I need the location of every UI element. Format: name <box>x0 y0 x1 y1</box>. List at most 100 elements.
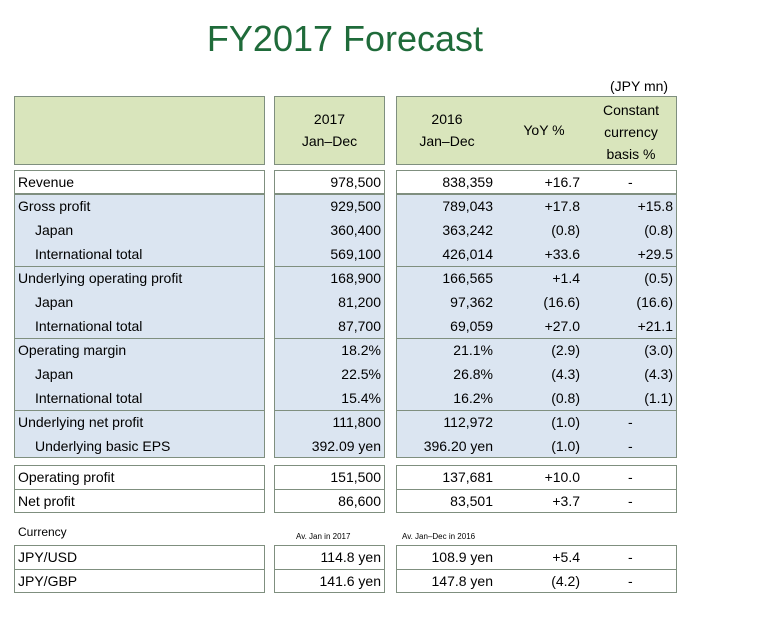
row-value-yoy: +3.7 <box>552 493 580 509</box>
header-label-cell <box>14 96 265 165</box>
header-2016-period: Jan–Dec <box>419 133 475 149</box>
row-value-cc: +29.5 <box>637 246 673 262</box>
row-label-operating-profit: Operating profit <box>18 469 115 485</box>
row-separator <box>274 569 385 570</box>
profit-label-box <box>14 194 265 458</box>
row-label-net-profit: Net profit <box>18 493 75 509</box>
row-label-revenue: Revenue <box>18 174 75 190</box>
row-label-underlying-net-profit: Underlying net profit <box>18 414 144 430</box>
row-value-2016: 21.1% <box>453 342 493 358</box>
row-value-2017: 168,900 <box>330 270 381 286</box>
row-value-2017: 929,500 <box>330 198 381 214</box>
row-value-2016: 97,362 <box>450 294 493 310</box>
row-label-international: International total <box>35 246 143 262</box>
row-separator <box>274 410 385 411</box>
row-value-cc: (4.3) <box>644 366 673 382</box>
row-value-cc: - <box>628 573 633 589</box>
row-value-2017: 86,600 <box>338 493 381 509</box>
row-value-yoy: (0.8) <box>551 390 580 406</box>
row-separator <box>396 489 677 490</box>
row-value-2017: 114.8 yen <box>320 549 381 565</box>
row-separator <box>14 489 265 490</box>
unit-label: (JPY mn) <box>610 78 669 94</box>
row-label-operating-margin: Operating margin <box>18 342 127 358</box>
header-2017-cell: 2017 Jan–Dec <box>274 96 385 165</box>
page-title: FY2017 Forecast <box>206 18 484 59</box>
revenue-label-box <box>14 170 265 194</box>
row-value-2016: 363,242 <box>442 222 493 238</box>
profit-2016-box <box>396 194 677 458</box>
row-value-yoy: +33.6 <box>544 246 580 262</box>
row-label-underlying-basic-eps: Underlying basic EPS <box>35 438 171 454</box>
row-value-cc: (0.5) <box>644 270 673 286</box>
row-value-2017: 151,500 <box>330 469 381 485</box>
row-separator <box>396 266 677 267</box>
row-value-yoy: (1.0) <box>551 438 580 454</box>
row-value-cc: - <box>628 469 633 485</box>
row-value-yoy: (1.0) <box>551 414 580 430</box>
row-separator <box>14 410 265 411</box>
row-label-japan: Japan <box>35 222 74 238</box>
row-value-2016: 112,972 <box>443 414 493 430</box>
row-value-yoy: +1.4 <box>552 270 580 286</box>
row-value-2017: 15.4% <box>341 390 381 406</box>
row-label-jpy-usd: JPY/USD <box>18 549 78 565</box>
row-value-2016: 26.8% <box>453 366 493 382</box>
header-2016-year: 2016 <box>431 111 463 127</box>
header-comparison-cell: 2016 Jan–Dec YoY % Constant currency bas… <box>396 96 677 165</box>
row-value-yoy: +17.8 <box>544 198 580 214</box>
header-yoy: YoY % <box>523 122 565 138</box>
row-value-cc: (3.0) <box>644 342 673 358</box>
row-value-2016: 137,681 <box>442 469 493 485</box>
row-separator <box>396 410 677 411</box>
row-value-2017: 141.6 yen <box>319 573 382 589</box>
row-value-cc: - <box>628 493 633 509</box>
row-value-yoy: +5.4 <box>552 549 580 565</box>
revenue-2017-box <box>274 170 385 194</box>
row-value-2016: 426,014 <box>442 246 493 262</box>
row-separator <box>274 266 385 267</box>
header-2017-period: Jan–Dec <box>301 133 358 149</box>
row-label-international: International total <box>35 390 143 406</box>
row-value-cc: (0.8) <box>644 222 673 238</box>
row-value-cc: (1.1) <box>644 390 673 406</box>
row-value-2016: 396.20 yen <box>423 438 493 454</box>
row-label-gross-profit: Gross profit <box>18 198 91 214</box>
row-value-2017: 360,400 <box>330 222 381 238</box>
row-value-2016: 108.9 yen <box>431 549 494 565</box>
row-value-2016: 147.8 yen <box>431 573 494 589</box>
row-label-underlying-operating-profit: Underlying operating profit <box>18 270 183 286</box>
row-value-2016: 83,501 <box>450 493 493 509</box>
row-value-2016: 789,043 <box>442 198 493 214</box>
row-value-cc: - <box>628 174 633 190</box>
row-value-yoy: (4.2) <box>551 573 580 589</box>
row-value-yoy: (4.3) <box>551 366 580 382</box>
row-value-2017: 111,800 <box>332 414 381 430</box>
row-separator <box>396 338 677 339</box>
row-value-yoy: +10.0 <box>544 469 580 485</box>
row-value-2017: 978,500 <box>330 174 381 190</box>
row-value-cc: - <box>628 438 633 454</box>
row-value-yoy: (2.9) <box>551 342 580 358</box>
row-value-cc: +21.1 <box>637 318 673 334</box>
row-value-2016: 16.2% <box>453 390 493 406</box>
row-value-yoy: +16.7 <box>544 174 580 190</box>
profit-2017-box <box>274 194 385 458</box>
row-label-international: International total <box>35 318 143 334</box>
row-label-jpy-gbp: JPY/GBP <box>18 573 78 589</box>
row-value-yoy: (16.6) <box>543 294 580 310</box>
row-value-2017: 18.2% <box>341 342 381 358</box>
header-basis: basis % <box>606 146 656 162</box>
row-value-2016: 166,565 <box>442 270 493 286</box>
row-value-cc: - <box>628 414 633 430</box>
header-currency: currency <box>604 124 658 140</box>
row-separator <box>14 569 265 570</box>
row-value-cc: (16.6) <box>636 294 673 310</box>
currency-note-2017: Av. Jan in 2017 <box>296 532 351 541</box>
row-value-2016: 838,359 <box>442 174 493 190</box>
row-value-2017: 22.5% <box>341 366 381 382</box>
currency-section-label: Currency <box>18 525 67 539</box>
row-separator <box>14 266 265 267</box>
row-separator <box>274 338 385 339</box>
row-value-2017: 87,700 <box>338 318 381 334</box>
